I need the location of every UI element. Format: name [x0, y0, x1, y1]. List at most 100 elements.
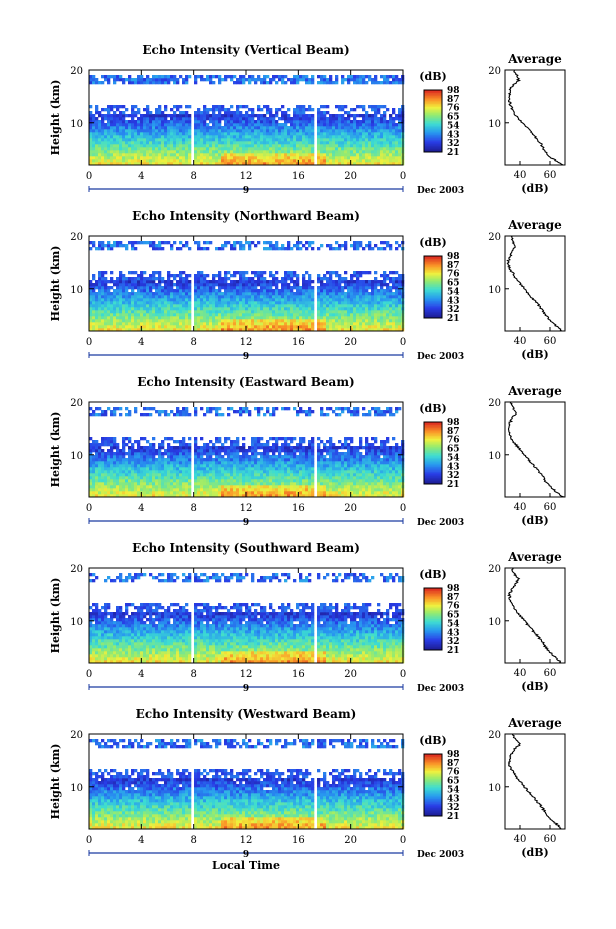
- heatmap-cell: [332, 491, 336, 495]
- heatmap-cell: [341, 75, 345, 79]
- heatmap-cell: [347, 485, 351, 489]
- heatmap-cell: [134, 283, 138, 287]
- heatmap-cell: [107, 292, 111, 296]
- heatmap-cell: [218, 301, 222, 305]
- heatmap-cell: [377, 313, 381, 317]
- heatmap-cell: [152, 479, 156, 483]
- heatmap-cell: [398, 81, 402, 85]
- heatmap-cell: [287, 144, 291, 148]
- heatmap-cell: [161, 156, 165, 160]
- heatmap-cell: [209, 135, 213, 139]
- heatmap-cell: [167, 283, 171, 287]
- heatmap-cell: [290, 150, 294, 154]
- heatmap-cell: [179, 114, 183, 118]
- heatmap-cell: [203, 307, 207, 311]
- heatmap-cell: [119, 479, 123, 483]
- heatmap-cell: [101, 135, 105, 139]
- heatmap-cell: [188, 328, 192, 332]
- heatmap-cell: [248, 316, 252, 320]
- heatmap-cell: [341, 129, 345, 133]
- heatmap-cell: [89, 114, 93, 118]
- heatmap-cell: [257, 283, 261, 287]
- heatmap-cell: [359, 75, 363, 79]
- heatmap-cell: [254, 150, 258, 154]
- heatmap-cell: [305, 283, 309, 287]
- heatmap-cell: [218, 138, 222, 142]
- heatmap-cell: [185, 494, 189, 498]
- heatmap-cell: [332, 289, 336, 293]
- heatmap-cell: [341, 117, 345, 121]
- heatmap-cell: [263, 304, 267, 308]
- heatmap-cell: [248, 304, 252, 308]
- heatmap-cell: [323, 153, 327, 157]
- heatmap-cell: [395, 117, 399, 121]
- heatmap-cell: [347, 144, 351, 148]
- heatmap-cell: [95, 117, 99, 121]
- heatmap-cell: [143, 295, 147, 299]
- date-month: Dec 2003: [417, 186, 464, 196]
- profile-x-tick-label: 60: [544, 170, 557, 181]
- heatmap-cell: [155, 491, 159, 495]
- heatmap-cell: [110, 310, 114, 314]
- heatmap-cell: [149, 313, 153, 317]
- heatmap-cell: [140, 156, 144, 160]
- heatmap-cell: [134, 292, 138, 296]
- heatmap-cell: [224, 153, 228, 157]
- heatmap-cell: [374, 81, 378, 85]
- heatmap-cell: [350, 138, 354, 142]
- heatmap-cell: [272, 494, 276, 498]
- heatmap-cell: [230, 111, 234, 115]
- heatmap-cell: [284, 310, 288, 314]
- heatmap-cell: [260, 138, 264, 142]
- heatmap-cell: [227, 147, 231, 151]
- heatmap-cell: [254, 289, 258, 293]
- heatmap-cell: [122, 138, 126, 142]
- heatmap-cell: [131, 485, 135, 489]
- heatmap-cell: [380, 322, 384, 326]
- heatmap-cell: [368, 135, 372, 139]
- heatmap-cell: [197, 141, 201, 145]
- heatmap-cell: [362, 126, 366, 130]
- heatmap-cell: [293, 108, 297, 112]
- heatmap-cell: [347, 138, 351, 142]
- heatmap-cell: [365, 488, 369, 492]
- heatmap-cell: [374, 494, 378, 498]
- heatmap-cell: [134, 241, 138, 245]
- heatmap-cell: [110, 120, 114, 124]
- heatmap-cell: [179, 307, 183, 311]
- heatmap-cell: [359, 114, 363, 118]
- heatmap-cell: [353, 301, 357, 305]
- heatmap-cell: [119, 141, 123, 145]
- heatmap-cell: [182, 138, 186, 142]
- heatmap-cell: [350, 289, 354, 293]
- heatmap-cell: [356, 159, 360, 163]
- heatmap-cell: [131, 307, 135, 311]
- heatmap-cell: [242, 286, 246, 290]
- heatmap-cell: [158, 126, 162, 130]
- heatmap-cell: [161, 289, 165, 293]
- heatmap-cell: [110, 144, 114, 148]
- heatmap-cell: [356, 135, 360, 139]
- heatmap-cell: [122, 494, 126, 498]
- heatmap-cell: [341, 135, 345, 139]
- heatmap-cell: [155, 138, 159, 142]
- heatmap-cell: [305, 156, 309, 160]
- heatmap-cell: [239, 491, 243, 495]
- heatmap-cell: [374, 479, 378, 483]
- heatmap-cell: [371, 286, 375, 290]
- heatmap-cell: [155, 322, 159, 326]
- heatmap-cell: [368, 316, 372, 320]
- heatmap-cell: [95, 132, 99, 136]
- heatmap-cell: [113, 292, 117, 296]
- heatmap-cell: [170, 313, 174, 317]
- heatmap-cell: [347, 322, 351, 326]
- heatmap-cell: [395, 313, 399, 317]
- heatmap-cell: [308, 114, 312, 118]
- heatmap-cell: [302, 132, 306, 136]
- heatmap-cell: [302, 135, 306, 139]
- heatmap-cell: [167, 144, 171, 148]
- heatmap-cell: [170, 482, 174, 486]
- heatmap-cell: [161, 159, 165, 163]
- heatmap-cell: [227, 156, 231, 160]
- heatmap-cell: [392, 144, 396, 148]
